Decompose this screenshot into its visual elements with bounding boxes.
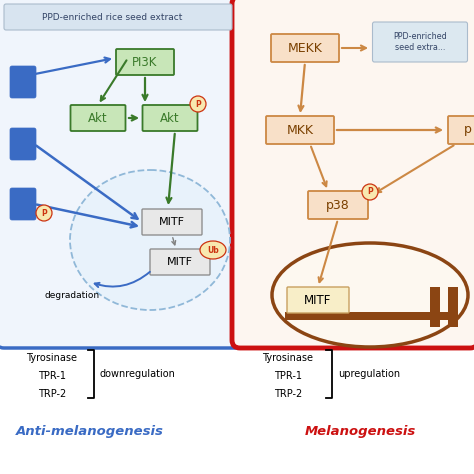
Text: Akt: Akt (88, 111, 108, 125)
Circle shape (190, 96, 206, 112)
FancyBboxPatch shape (143, 105, 198, 131)
FancyBboxPatch shape (0, 0, 244, 348)
Text: PI3K: PI3K (132, 55, 158, 69)
FancyBboxPatch shape (287, 287, 349, 313)
Text: p: p (464, 124, 472, 137)
FancyBboxPatch shape (71, 105, 126, 131)
Text: MITF: MITF (304, 293, 332, 307)
Text: MITF: MITF (159, 217, 185, 227)
Ellipse shape (70, 170, 230, 310)
Text: P: P (41, 209, 47, 218)
Text: MKK: MKK (286, 124, 313, 137)
Circle shape (362, 184, 378, 200)
Text: PPD-enriched
seed extra...: PPD-enriched seed extra... (393, 32, 447, 52)
Text: Ub: Ub (207, 246, 219, 255)
Text: p38: p38 (326, 199, 350, 211)
Text: Melanogenesis: Melanogenesis (304, 426, 416, 438)
Bar (430, 287, 440, 327)
FancyBboxPatch shape (116, 49, 174, 75)
FancyBboxPatch shape (308, 191, 368, 219)
Text: Anti-melanogenesis: Anti-melanogenesis (16, 426, 164, 438)
FancyBboxPatch shape (373, 22, 467, 62)
Text: TPR-1: TPR-1 (274, 371, 302, 381)
FancyBboxPatch shape (142, 209, 202, 235)
Ellipse shape (200, 241, 226, 259)
Text: degradation: degradation (45, 291, 100, 300)
Bar (448, 287, 458, 327)
Text: Tyrosinase: Tyrosinase (263, 353, 313, 363)
Text: TPR-1: TPR-1 (38, 371, 66, 381)
FancyBboxPatch shape (10, 188, 36, 220)
Text: downregulation: downregulation (100, 369, 176, 379)
FancyBboxPatch shape (150, 249, 210, 275)
Text: TRP-2: TRP-2 (274, 389, 302, 399)
FancyBboxPatch shape (10, 66, 36, 98)
Text: MITF: MITF (167, 257, 193, 267)
Text: TRP-2: TRP-2 (38, 389, 66, 399)
Bar (285, 312, 455, 320)
Text: PPD-enriched rice seed extract: PPD-enriched rice seed extract (42, 12, 182, 21)
Text: Akt: Akt (160, 111, 180, 125)
Text: MEKK: MEKK (288, 42, 322, 55)
Text: upregulation: upregulation (338, 369, 400, 379)
FancyBboxPatch shape (266, 116, 334, 144)
Ellipse shape (272, 243, 468, 347)
FancyBboxPatch shape (10, 128, 36, 160)
FancyBboxPatch shape (448, 116, 474, 144)
FancyBboxPatch shape (232, 0, 474, 348)
FancyBboxPatch shape (4, 4, 232, 30)
Text: Tyrosinase: Tyrosinase (27, 353, 78, 363)
Text: P: P (195, 100, 201, 109)
Circle shape (36, 205, 52, 221)
Text: P: P (367, 188, 373, 197)
FancyBboxPatch shape (271, 34, 339, 62)
